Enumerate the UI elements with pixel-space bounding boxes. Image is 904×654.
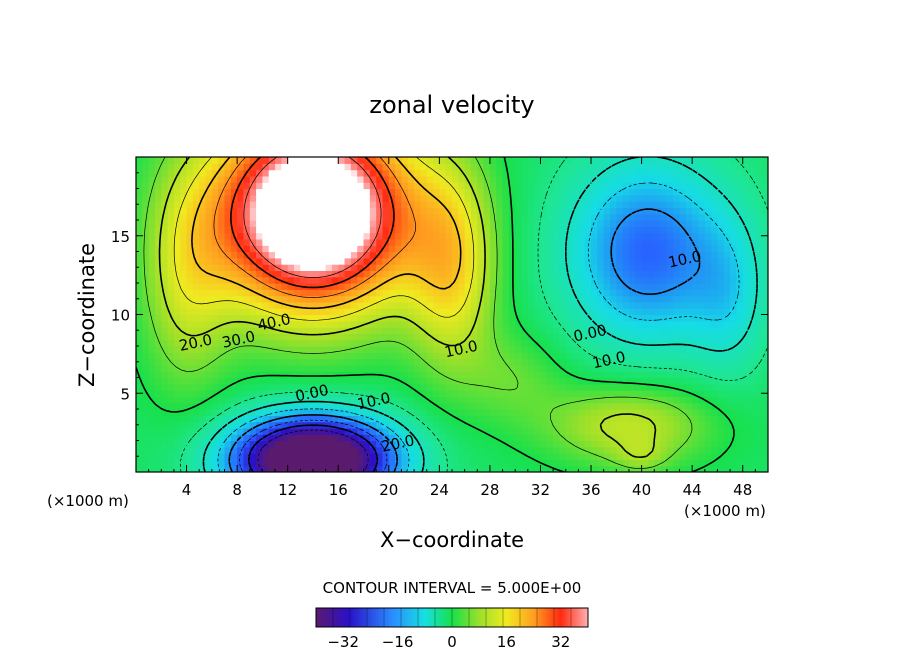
field-image xyxy=(136,157,768,472)
contour-line xyxy=(230,157,395,289)
x-axis: 4 8 12 16 20 24 28 32 36 40 44 48 xyxy=(148,157,756,499)
contour-line xyxy=(173,157,475,321)
x-tick-label: 40 xyxy=(632,481,651,499)
x-tick-label: 8 xyxy=(232,481,242,499)
contour-line xyxy=(213,157,417,298)
x-tick-label: 16 xyxy=(329,481,348,499)
contour-line xyxy=(228,208,701,472)
contour-line xyxy=(238,419,388,472)
contour-line xyxy=(248,424,379,472)
colorbar: −32 −16 0 16 32 xyxy=(315,607,589,651)
contour-line xyxy=(136,157,735,472)
contour-line xyxy=(257,429,369,472)
x-tick-label: 36 xyxy=(581,481,600,499)
x-tick-label: 4 xyxy=(182,481,192,499)
contour-line xyxy=(217,182,740,472)
x-tick-label: 44 xyxy=(683,481,702,499)
contours xyxy=(136,157,768,472)
contour-interval-text: CONTOUR INTERVAL = 5.000E+00 xyxy=(323,579,582,597)
colorbar-tick-label: 32 xyxy=(551,633,570,651)
y-tick-label: 15 xyxy=(111,228,130,246)
contour-line xyxy=(202,157,758,472)
y-tick-label: 5 xyxy=(120,385,130,403)
contour-line xyxy=(191,157,462,310)
contour-line xyxy=(243,157,382,278)
contour-line xyxy=(143,157,693,469)
y-axis: 5 10 15 xyxy=(111,172,768,457)
colorbar-tick-label: −32 xyxy=(327,633,359,651)
x-tick-label: 12 xyxy=(278,481,297,499)
colorbar-tick-label: −16 xyxy=(382,633,414,651)
y-unit-label: (×1000 m) xyxy=(47,492,129,510)
y-tick-label: 10 xyxy=(111,307,130,325)
x-axis-label: X−coordinate xyxy=(380,528,524,552)
colorbar-tick-label: 16 xyxy=(497,633,516,651)
chart-title: zonal velocity xyxy=(369,91,534,119)
x-tick-label: 28 xyxy=(480,481,499,499)
x-tick-label: 24 xyxy=(430,481,449,499)
contour-line xyxy=(179,157,768,472)
x-tick-label: 32 xyxy=(531,481,550,499)
x-tick-label: 48 xyxy=(733,481,752,499)
y-axis-label: Z−coordinate xyxy=(75,243,99,387)
contour-line xyxy=(158,157,657,458)
x-tick-label: 20 xyxy=(379,481,398,499)
x-unit-label: (×1000 m) xyxy=(684,502,766,520)
colorbar-tick-label: 0 xyxy=(447,633,457,651)
colorbar-ticks: −32 −16 0 16 32 xyxy=(327,608,572,651)
